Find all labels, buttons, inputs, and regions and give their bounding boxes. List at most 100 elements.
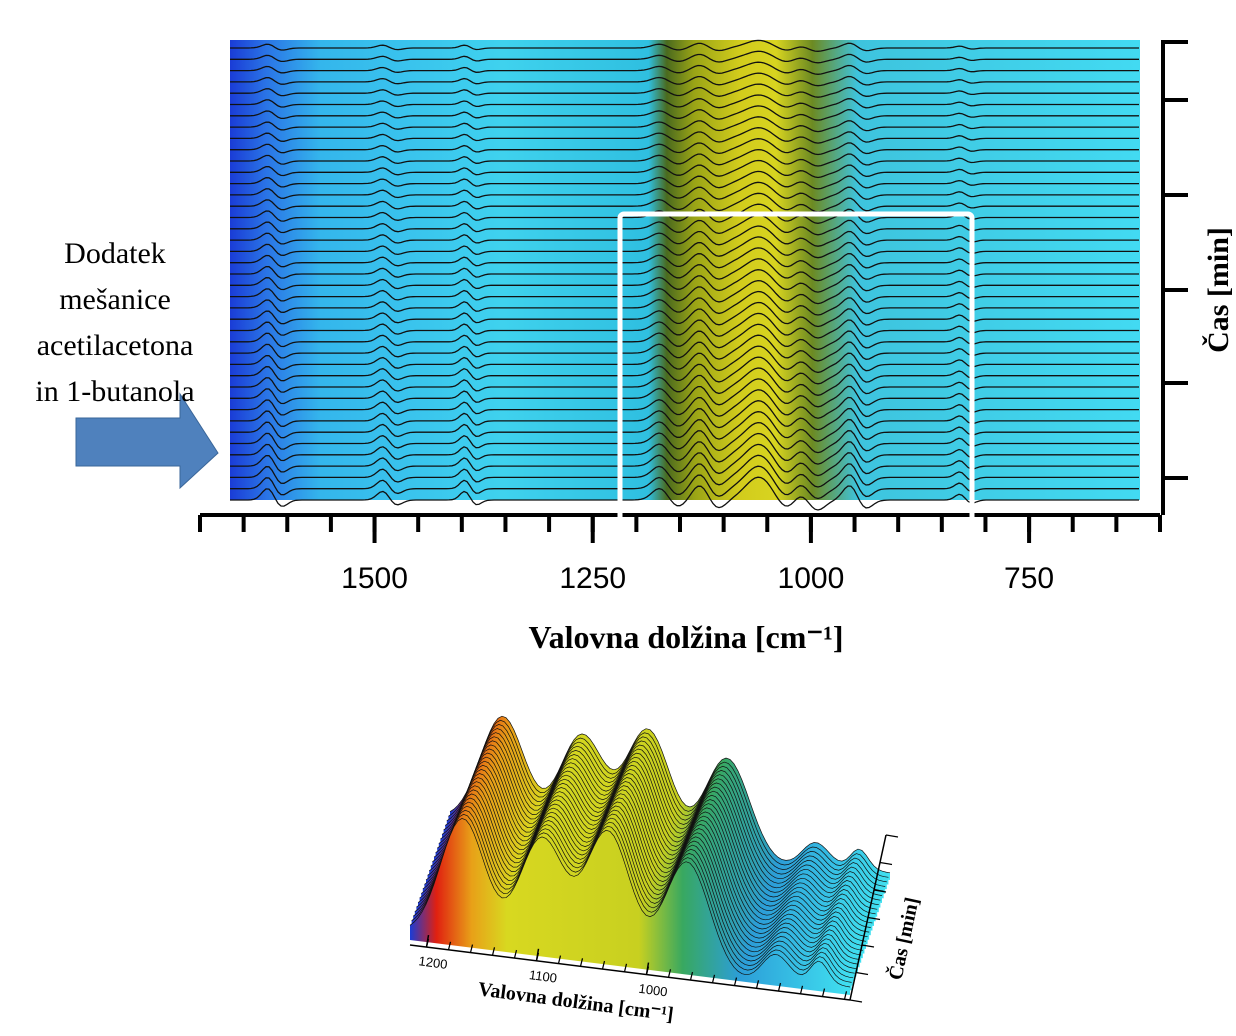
- trace-line: [230, 214, 1139, 236]
- trace-line: [230, 400, 1139, 431]
- minor-tick: [733, 977, 738, 986]
- minor-tick: [491, 947, 496, 956]
- minor-tick: [469, 944, 474, 953]
- surface: [230, 40, 1140, 500]
- trace-line: [416, 801, 857, 970]
- y-axis-label: Čas [min]: [883, 895, 924, 982]
- y-tick: [855, 971, 869, 976]
- trace-line: [414, 805, 855, 974]
- y-tick: [873, 889, 887, 893]
- trace-line: [230, 94, 1139, 110]
- x-tick-label: 750: [1004, 562, 1054, 595]
- y-tick: [849, 999, 863, 1003]
- trace-line: [230, 258, 1139, 282]
- annotation-line: in 1-butanola: [35, 375, 194, 408]
- trace-line: [420, 789, 862, 956]
- y-tick: [861, 944, 875, 948]
- trace-line: [230, 454, 1139, 488]
- x-axis-label: Valovna dolžina [cm⁻¹]: [528, 619, 843, 655]
- trace-line: [448, 719, 889, 878]
- annotation-line: mešanice: [59, 283, 171, 316]
- inset-surface: 1200 1100 1000: [409, 715, 899, 1003]
- annotation: Dodatek mešanice acetilacetona in 1-butanol…: [35, 237, 194, 408]
- trace-line: [409, 818, 851, 988]
- minor-tick: [711, 974, 716, 983]
- annotation-line: Dodatek: [64, 237, 166, 270]
- trace-line: [230, 279, 1139, 305]
- trace-line: [430, 764, 871, 928]
- minor-tick: [689, 971, 694, 981]
- trace-line: [230, 148, 1139, 167]
- minor-tick: [579, 958, 584, 967]
- minor-tick: [557, 955, 562, 964]
- trace-line: [441, 736, 883, 896]
- trace-line: [428, 769, 870, 933]
- minor-tick: [667, 969, 672, 978]
- trace-line: [230, 345, 1139, 374]
- trace-line: [230, 105, 1139, 121]
- zoom-box: [617, 211, 975, 549]
- trace-line: [230, 389, 1139, 419]
- minor-tick: [601, 960, 606, 970]
- trace-line: [425, 777, 867, 942]
- trace-line: [443, 732, 884, 892]
- trace-line: [230, 312, 1139, 339]
- minor-tick: [447, 941, 452, 950]
- x-tick-label: 1000: [778, 562, 845, 595]
- minor-tick: [623, 963, 628, 972]
- trace-line: [435, 752, 876, 915]
- trace-line: [230, 225, 1139, 247]
- trace-line: [230, 83, 1139, 98]
- x-tick: [535, 948, 540, 961]
- trace-line: [422, 785, 863, 951]
- trace-line: [230, 421, 1139, 454]
- trace-line: [230, 301, 1139, 328]
- y-tick: [879, 861, 893, 866]
- trace-line: [230, 465, 1139, 500]
- trace-line: [230, 39, 1139, 52]
- trace-line: [230, 236, 1139, 259]
- trace-line: [440, 740, 881, 901]
- trace-line: [230, 203, 1139, 224]
- trace-line: [424, 781, 865, 947]
- trace-line: [230, 50, 1139, 64]
- x-axis: [409, 944, 851, 1001]
- minor-tick: [513, 949, 518, 959]
- arrow: [75, 392, 219, 490]
- minor-tick: [799, 985, 804, 994]
- minor-tick: [777, 982, 782, 992]
- y-axis-label: Čas [min]: [1202, 227, 1235, 353]
- trace-line: [230, 432, 1139, 465]
- trace-line: [230, 378, 1139, 408]
- trace-line: [230, 116, 1139, 133]
- trace-line: [230, 443, 1139, 477]
- trace-line: [230, 170, 1139, 190]
- x-tick: [425, 934, 430, 948]
- trace-line: [230, 290, 1139, 316]
- trace-line: [230, 356, 1139, 385]
- trace-line: [438, 744, 879, 906]
- trace-line: [230, 192, 1139, 213]
- x-tick-label: 1200: [418, 953, 449, 972]
- x-tick: [645, 962, 650, 975]
- x-tick-label: 1000: [638, 981, 669, 1000]
- trace-line: [230, 334, 1139, 362]
- y-tick: [885, 834, 899, 838]
- trace-line: [230, 269, 1139, 293]
- x-tick-label: 1500: [341, 562, 408, 595]
- trace-line: [230, 181, 1139, 202]
- minor-tick: [821, 988, 826, 997]
- trace-line: [230, 247, 1139, 270]
- minor-tick: [755, 980, 760, 989]
- y-tick: [867, 916, 881, 921]
- x-tick-label: 1250: [559, 562, 626, 595]
- surface-strip: [410, 818, 850, 995]
- trace-line: [449, 715, 891, 874]
- trace-line: [230, 476, 1139, 511]
- trace-line: [230, 323, 1139, 351]
- trace-line: [412, 809, 854, 979]
- trace-line: [445, 728, 886, 887]
- trace-line: [419, 793, 860, 960]
- trace-line: [432, 760, 873, 924]
